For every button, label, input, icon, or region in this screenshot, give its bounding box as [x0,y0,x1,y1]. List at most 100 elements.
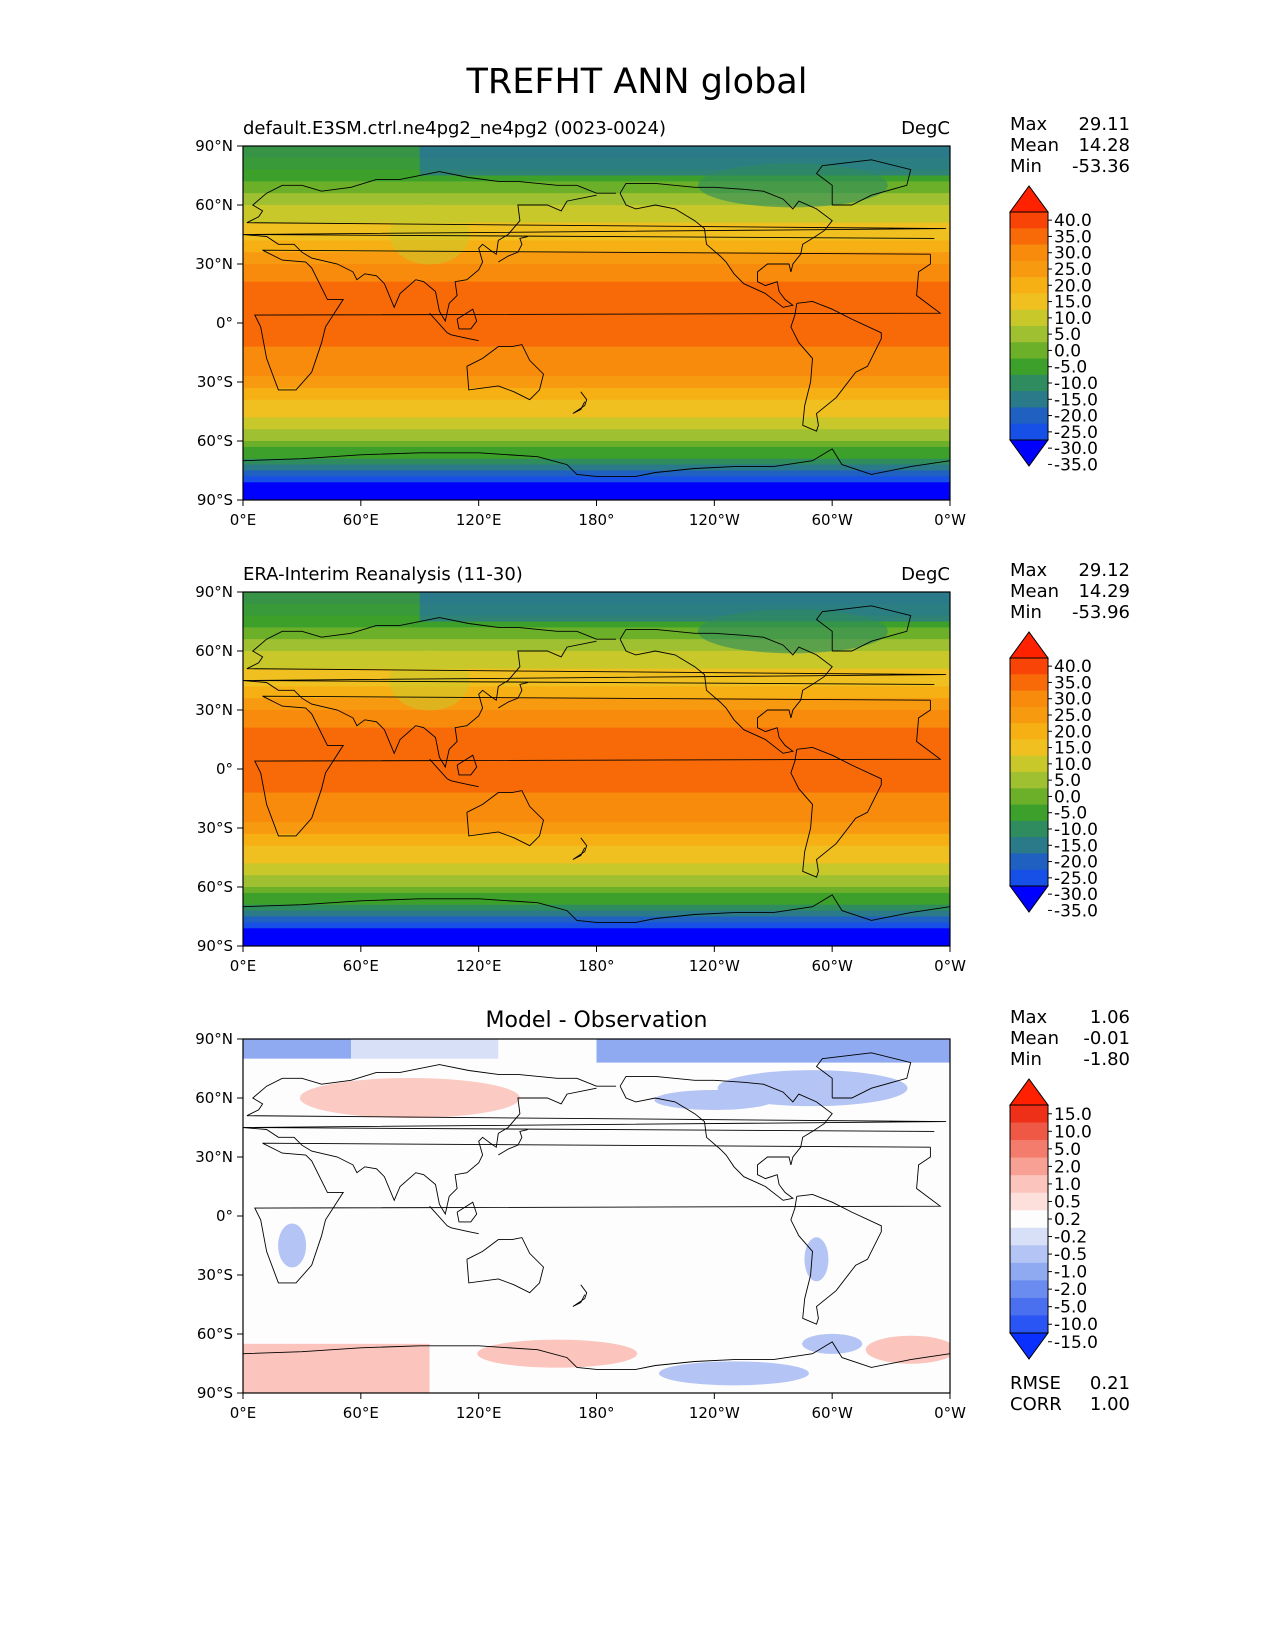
colorbar-segment [1010,407,1048,425]
colorbar-segment [1010,293,1048,311]
lat-tick-label: 90°N [195,583,233,601]
coastline [619,182,833,308]
colorbar-tick-label: -5.0 [1054,358,1087,378]
field-band [243,494,950,500]
field-band [243,875,950,882]
lat-tick-label: 90°S [197,937,233,955]
colorbar-segment [1010,772,1048,789]
stat-value: 1.06 [1090,1007,1130,1028]
stat-label: Min [1010,1049,1042,1070]
colorbar-tick-label: 15.0 [1054,1105,1092,1125]
coastline [429,1205,479,1235]
lon-tick-label: 60°E [343,1404,379,1422]
coastline [243,194,597,323]
field-band [243,376,950,383]
field-band [243,146,420,176]
panels: 90°N 60°N 30°N 0° 30°S 60°S 90°S 0°E 60°E 120°E 18… [195,114,1130,1422]
lat-tick-label: 90°S [197,1384,233,1402]
colorbar-tick-label: 1.0 [1054,1175,1081,1195]
colorbar-tick-label: 15.0 [1054,293,1092,313]
colorbar-segment [1010,853,1048,871]
field-anomaly [299,1078,520,1118]
field-anomaly [697,609,888,654]
field-band [243,352,950,359]
colorbar-segment [1010,658,1048,675]
field-band [243,704,950,711]
field-band [243,851,950,859]
field-band [243,187,950,194]
field-band [243,721,950,729]
stat-value: 29.11 [1078,114,1130,135]
field-band [243,804,950,811]
field-band [243,305,950,312]
field-band [243,193,950,200]
field-band [243,592,420,622]
field-anomaly [278,1223,307,1268]
field-anomaly [697,163,888,208]
field-band [243,246,950,253]
field-band [243,686,950,693]
colorbar-tick-label: -25.0 [1054,869,1098,889]
stat-label: Mean [1010,1028,1059,1049]
lat-tick-label: 30°S [197,373,233,391]
stat-label: Mean [1010,581,1059,602]
field-band [243,922,950,929]
colorbar-segment [1010,326,1048,343]
field-band [243,299,950,306]
field-band [243,887,950,894]
map-field [243,592,950,946]
colorbar-tick-label: 5.0 [1054,1140,1081,1160]
field-band [243,234,950,241]
lon-tick-label: 120°W [689,1404,740,1422]
colorbar-segment [1010,739,1048,757]
field-anomaly [654,1089,775,1110]
colorbar-tick-label: 35.0 [1054,227,1092,247]
coastline [254,1142,942,1284]
field-band [243,340,950,348]
colorbar-segment [1010,423,1048,441]
field-anomaly [658,1361,809,1386]
coastline [572,837,588,860]
colorbar-tick-label: -15.0 [1054,390,1098,410]
colorbar-extend-min [1009,885,1049,913]
lon-tick-label: 180° [578,1404,614,1422]
field-band [243,417,950,424]
coastline [456,1201,478,1223]
field-band [243,328,950,336]
panel-1: 90°N 60°N 30°N 0° 30°S 60°S 90°S 0°E 60°E 120°E 18… [195,114,1130,529]
lat-tick-label: 90°N [195,1030,233,1048]
field-band [243,621,950,628]
colorbar-tick-label: 2.0 [1054,1157,1081,1177]
colorbar-tick-label: -30.0 [1054,885,1098,905]
colorbar-tick-label: 35.0 [1054,673,1092,693]
field-anomaly [351,1039,499,1059]
field-band [243,739,950,746]
field-band [243,446,950,454]
field-band [243,816,950,823]
field-band [243,892,950,900]
coastline [243,1064,947,1132]
lon-tick-label: 0°E [230,511,257,529]
stat-value: 14.29 [1078,581,1130,602]
field-band [243,199,950,206]
field-band [243,210,950,218]
field-band [243,399,950,407]
field-band [243,346,950,354]
field-band [243,387,950,395]
coastline [456,308,478,330]
stat-label: Mean [1010,135,1059,156]
coastline [243,1087,597,1216]
colorbar-segment [1010,820,1048,838]
colorbar-extend-min [1009,1332,1049,1360]
colorbar-tick-label: 0.2 [1054,1210,1081,1230]
field-anomaly [243,1039,352,1059]
coastline [619,1075,833,1201]
colorbar-segment [1010,1122,1048,1141]
colorbar-tick-label: 0.0 [1054,341,1081,361]
field-band [243,476,950,483]
field-band [243,680,950,687]
coastline [498,236,528,263]
coastline [243,640,597,769]
colorbar-segment [1010,309,1048,327]
